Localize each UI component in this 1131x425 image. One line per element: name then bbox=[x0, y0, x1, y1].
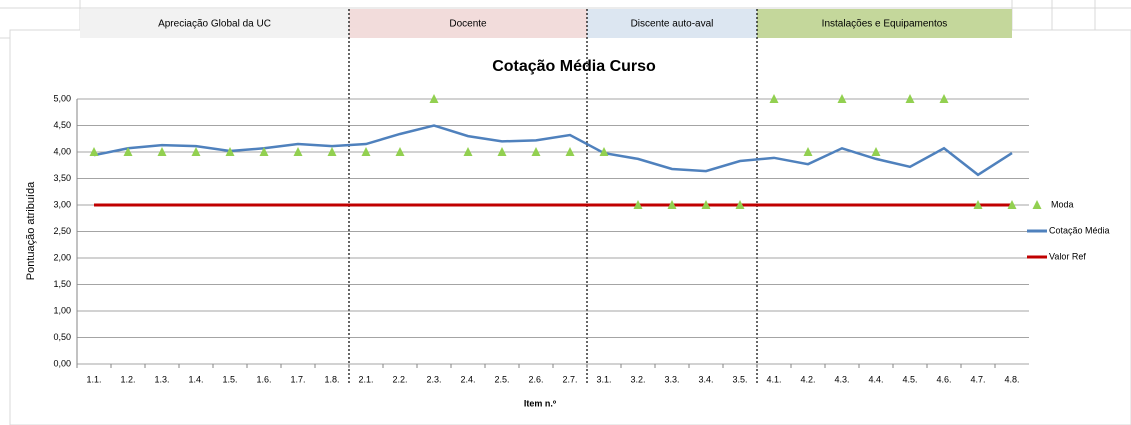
moda-marker bbox=[89, 147, 99, 156]
legend-label: Valor Ref bbox=[1049, 251, 1086, 261]
y-tick-label: 2,00 bbox=[53, 252, 71, 262]
y-tick-label: 3,50 bbox=[53, 173, 71, 183]
x-tick-label: 2.1. bbox=[358, 374, 373, 384]
moda-marker bbox=[327, 147, 337, 156]
y-tick-label: 1,50 bbox=[53, 279, 71, 289]
moda-marker bbox=[769, 94, 779, 103]
moda-marker bbox=[157, 147, 167, 156]
x-tick-label: 3.4. bbox=[698, 374, 713, 384]
x-tick-label: 3.3. bbox=[664, 374, 679, 384]
group-label: Instalações e Equipamentos bbox=[822, 19, 948, 30]
group-header bbox=[349, 9, 587, 38]
moda-marker bbox=[497, 147, 507, 156]
y-tick-label: 0,00 bbox=[53, 358, 71, 368]
y-tick-label: 4,00 bbox=[53, 146, 71, 156]
x-tick-label: 1.4. bbox=[188, 374, 203, 384]
moda-marker bbox=[565, 147, 575, 156]
y-tick-label: 0,50 bbox=[53, 332, 71, 342]
x-tick-label: 4.3. bbox=[834, 374, 849, 384]
chart-area bbox=[9, 29, 1131, 425]
y-tick-label: 3,00 bbox=[53, 199, 71, 209]
moda-marker bbox=[293, 147, 303, 156]
legend-swatch bbox=[1032, 200, 1042, 209]
moda-marker bbox=[871, 147, 881, 156]
moda-marker bbox=[463, 147, 473, 156]
moda-marker bbox=[905, 94, 915, 103]
y-tick-label: 5,00 bbox=[53, 93, 71, 103]
group-header bbox=[757, 9, 1012, 38]
y-tick-label: 2,50 bbox=[53, 226, 71, 236]
moda-marker bbox=[837, 94, 847, 103]
x-tick-label: 2.3. bbox=[426, 374, 441, 384]
moda-marker bbox=[395, 147, 405, 156]
x-tick-label: 1.3. bbox=[154, 374, 169, 384]
y-tick-label: 4,50 bbox=[53, 120, 71, 130]
x-tick-label: 2.4. bbox=[460, 374, 475, 384]
moda-marker bbox=[701, 200, 711, 209]
x-tick-label: 4.1. bbox=[766, 374, 781, 384]
moda-marker bbox=[123, 147, 133, 156]
moda-marker bbox=[259, 147, 269, 156]
x-axis-label: Item n.º bbox=[524, 398, 557, 408]
moda-marker bbox=[361, 147, 371, 156]
group-label: Discente auto-aval bbox=[631, 19, 714, 30]
series-line bbox=[93, 124, 1013, 177]
x-tick-label: 2.2. bbox=[392, 374, 407, 384]
x-tick-label: 1.6. bbox=[256, 374, 271, 384]
x-tick-label: 1.1. bbox=[86, 374, 101, 384]
x-tick-label: 2.6. bbox=[528, 374, 543, 384]
x-tick-label: 2.7. bbox=[562, 374, 577, 384]
x-tick-label: 1.7. bbox=[290, 374, 305, 384]
moda-marker bbox=[599, 147, 609, 156]
y-tick-label: 1,00 bbox=[53, 305, 71, 315]
moda-marker bbox=[735, 200, 745, 209]
group-label: Docente bbox=[449, 19, 487, 30]
moda-marker bbox=[803, 147, 813, 156]
x-tick-label: 3.2. bbox=[630, 374, 645, 384]
moda-marker bbox=[973, 200, 983, 209]
moda-marker bbox=[225, 147, 235, 156]
moda-marker bbox=[667, 200, 677, 209]
x-tick-label: 1.5. bbox=[222, 374, 237, 384]
x-tick-label: 1.2. bbox=[120, 374, 135, 384]
x-tick-label: 3.1. bbox=[596, 374, 611, 384]
x-tick-label: 4.6. bbox=[936, 374, 951, 384]
x-tick-label: 2.5. bbox=[494, 374, 509, 384]
moda-marker bbox=[429, 94, 439, 103]
moda-marker bbox=[633, 200, 643, 209]
moda-marker bbox=[1007, 200, 1017, 209]
chart-title: Cotação Média Curso bbox=[492, 58, 656, 75]
x-tick-label: 4.7. bbox=[970, 374, 985, 384]
group-header bbox=[80, 9, 349, 38]
group-header bbox=[587, 9, 757, 38]
group-label: Apreciação Global da UC bbox=[158, 19, 271, 30]
moda-marker bbox=[939, 94, 949, 103]
x-tick-label: 4.2. bbox=[800, 374, 815, 384]
x-tick-label: 3.5. bbox=[732, 374, 747, 384]
x-tick-label: 4.8. bbox=[1004, 374, 1019, 384]
moda-marker bbox=[191, 147, 201, 156]
moda-marker bbox=[531, 147, 541, 156]
y-axis-label: Pontuação atribuída bbox=[25, 181, 37, 280]
x-tick-label: 4.5. bbox=[902, 374, 917, 384]
legend-label: Cotação Média bbox=[1049, 225, 1110, 235]
legend-label: Moda bbox=[1051, 199, 1074, 209]
x-tick-label: 4.4. bbox=[868, 374, 883, 384]
x-tick-label: 1.8. bbox=[324, 374, 339, 384]
